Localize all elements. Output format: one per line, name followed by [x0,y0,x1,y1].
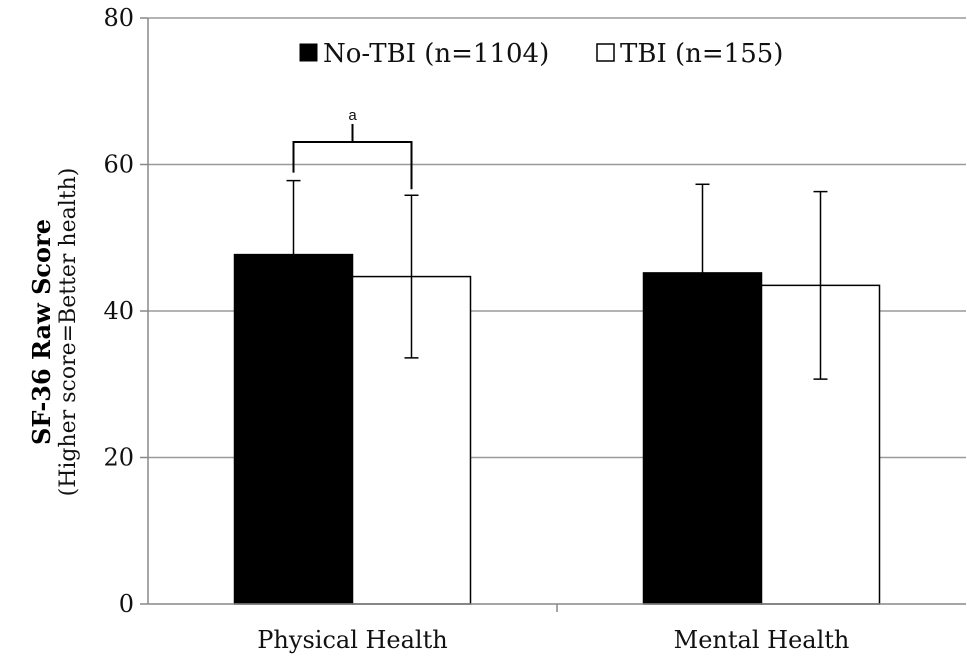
legend: No-TBI (n=1104) TBI (n=155) [299,39,783,69]
category-label: Physical Health [257,626,447,654]
significance-marker: a [348,107,357,124]
y-tick-label: 80 [103,4,134,32]
y-tick-label: 60 [103,151,134,179]
legend-label-no-tbi: No-TBI (n=1104) [323,39,549,69]
bar-group [233,253,881,605]
y-tick-labels: 0 20 40 60 80 [103,4,134,618]
category-labels: Physical Health Mental Health [257,626,849,654]
significance-bracket: a [292,107,413,190]
y-tick-label: 0 [119,590,134,618]
y-tick-label: 40 [103,297,134,325]
category-label: Mental Health [674,626,850,654]
legend-label-tbi: TBI (n=155) [620,39,783,69]
legend-swatch-no-tbi [299,43,318,62]
error-bars [286,179,828,380]
y-axis-label: SF-36 Raw Score [27,219,56,445]
y-axis-sublabel: (Higher score=Better health) [56,168,81,497]
significance-bracket-line [292,141,413,190]
legend-swatch-tbi [596,43,615,62]
y-tick-label: 20 [103,444,134,472]
axes [140,17,966,612]
y-axis-title: SF-36 Raw Score (Higher score=Better hea… [27,168,81,497]
